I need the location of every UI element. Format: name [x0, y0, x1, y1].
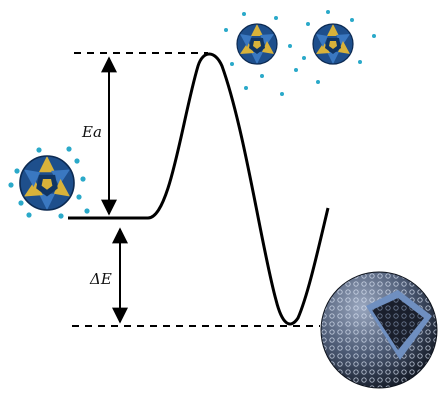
energy-curve [68, 52, 330, 326]
delta-e-label: ΔE [89, 270, 112, 288]
transition-clusters-icon [224, 10, 376, 96]
product-sphere-icon [320, 271, 438, 389]
reactant-cluster-icon [8, 146, 90, 219]
ea-label: Ea [81, 123, 102, 141]
